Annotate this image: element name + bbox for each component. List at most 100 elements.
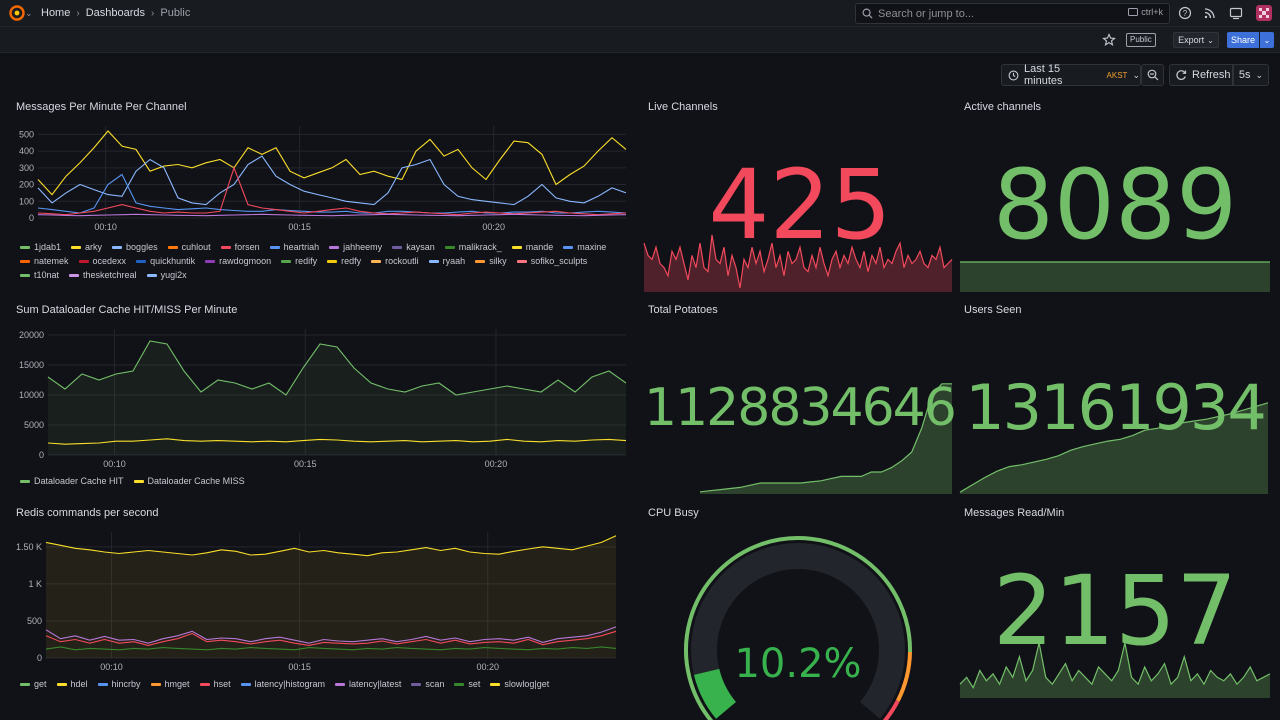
time-range-label: Last 15 minutes — [1024, 63, 1063, 87]
legend-item[interactable]: set — [454, 679, 480, 689]
legend-swatch — [56, 682, 67, 686]
legend-swatch — [269, 245, 280, 249]
grafana-logo-icon[interactable] — [9, 5, 25, 21]
breadcrumb-home[interactable]: Home — [41, 7, 71, 19]
legend-item[interactable]: mande — [511, 242, 553, 252]
legend-item[interactable]: rockoutli — [371, 256, 419, 266]
legend-swatch — [97, 682, 108, 686]
search-input[interactable]: Search or jump to... ctrl+k — [855, 3, 1170, 24]
legend-item[interactable]: ryaah — [428, 256, 466, 266]
legend-label: set — [468, 679, 481, 689]
legend-item[interactable]: Dataloader Cache HIT — [20, 476, 124, 486]
legend-swatch — [20, 682, 30, 686]
legend-item[interactable]: quickhuntik — [136, 256, 195, 266]
legend-item[interactable]: get — [20, 679, 47, 689]
legend-label: forsen — [234, 242, 260, 252]
legend-item[interactable]: cuhlout — [167, 242, 211, 252]
legend-item[interactable]: rawdogmoon — [205, 256, 271, 266]
legend-item[interactable]: jahheemy — [329, 242, 382, 252]
legend-swatch — [329, 245, 340, 249]
legend-swatch — [20, 245, 30, 249]
panel-messages-per-minute: Messages Per Minute Per Channel — [16, 101, 628, 291]
legend-swatch — [133, 479, 144, 483]
legend-item[interactable]: ocedexx — [78, 256, 126, 266]
panel-title[interactable]: Active channels — [964, 101, 1042, 113]
chevron-right-icon: › — [151, 7, 155, 19]
time-range-picker[interactable]: Last 15 minutes AKST ⌄ — [1001, 63, 1141, 87]
legend-label: yugi2x — [160, 270, 187, 280]
legend-label: natemek — [34, 256, 69, 266]
legend-item[interactable]: Dataloader Cache MISS — [133, 476, 245, 486]
legend-item[interactable]: yugi2x — [146, 270, 187, 280]
legend-item[interactable]: arky — [71, 242, 102, 252]
legend-item[interactable]: latency|latest — [334, 679, 401, 689]
legend-item[interactable]: natemek — [20, 256, 69, 266]
legend-swatch — [220, 245, 231, 249]
active-channels-value: 8089 — [992, 149, 1238, 261]
legend-item[interactable]: hset — [199, 679, 231, 689]
legend-item[interactable]: t10nat — [20, 270, 59, 280]
legend-label: hdel — [70, 679, 88, 689]
legend-item[interactable]: 1jdab1 — [20, 242, 61, 252]
panel-title[interactable]: Live Channels — [648, 101, 718, 113]
total-potatoes-value: 1128834646 — [644, 378, 957, 438]
chevron-down-icon: ⌄ — [1263, 35, 1271, 45]
legend-label: 1jdab1 — [34, 242, 62, 252]
legend-item[interactable]: latency|histogram — [240, 679, 325, 689]
legend-label: malikrack_ — [458, 242, 502, 252]
legend-item[interactable]: sofiko_sculpts — [516, 256, 587, 266]
legend-item[interactable]: thesketchreal — [69, 270, 137, 280]
legend-item[interactable]: hmget — [150, 679, 190, 689]
legend-swatch — [371, 259, 382, 263]
legend-label: kaysan — [406, 242, 435, 252]
legend-item[interactable]: boggles — [112, 242, 158, 252]
legend-label: rockoutli — [385, 256, 419, 266]
legend-label: cuhlout — [181, 242, 211, 252]
panel-title[interactable]: Messages Read/Min — [964, 507, 1065, 519]
legend-item[interactable]: kaysan — [392, 242, 435, 252]
help-icon[interactable]: ? — [1178, 6, 1192, 20]
refresh-button[interactable]: Refresh — [1169, 64, 1233, 86]
export-label: Export — [1178, 35, 1205, 45]
legend-item[interactable]: maxine — [563, 242, 606, 252]
panel-title[interactable]: CPU Busy — [648, 507, 699, 519]
legend-item[interactable]: slowlog|get — [490, 679, 549, 689]
legend-swatch — [167, 245, 178, 249]
legend-item[interactable]: silky — [475, 256, 507, 266]
legend-item[interactable]: malikrack_ — [444, 242, 502, 252]
legend-label: ryaah — [442, 256, 466, 266]
news-feed-icon[interactable] — [1203, 6, 1217, 20]
kiosk-mode-icon[interactable] — [1229, 6, 1243, 20]
panel-title[interactable]: Total Potatoes — [648, 304, 718, 316]
chevron-down-icon[interactable]: ⌄ — [25, 8, 33, 18]
panel-messages-read: Messages Read/Min — [964, 507, 1270, 699]
legend-item[interactable]: redfy — [327, 256, 361, 266]
panel-title[interactable]: Messages Per Minute Per Channel — [16, 101, 187, 113]
legend-item[interactable]: hincrby — [97, 679, 141, 689]
legend-label: rawdogmoon — [219, 256, 272, 266]
legend-item[interactable]: scan — [411, 679, 444, 689]
legend-item[interactable]: heartriah — [269, 242, 319, 252]
keyboard-shortcut: ctrl+k — [1128, 7, 1163, 17]
share-options-button[interactable]: ⌄ — [1260, 32, 1274, 48]
panel-title[interactable]: Redis commands per second — [16, 507, 159, 519]
legend-swatch — [205, 259, 216, 263]
messages-legend: 1jdab1 arky boggles cuhlout forsen heartriah j… — [20, 242, 630, 280]
export-button[interactable]: Export ⌄ — [1173, 32, 1219, 48]
share-button[interactable]: Share — [1227, 32, 1259, 48]
legend-item[interactable]: hdel — [56, 679, 88, 689]
search-placeholder: Search or jump to... — [878, 7, 974, 20]
zoom-out-button[interactable] — [1141, 64, 1164, 86]
refresh-interval-picker[interactable]: 5s ⌄ — [1233, 64, 1269, 86]
legend-item[interactable]: redify — [281, 256, 317, 266]
legend-swatch — [563, 245, 574, 249]
panel-title[interactable]: Sum Dataloader Cache HIT/MISS Per Minute — [16, 304, 238, 316]
search-icon — [862, 8, 873, 19]
refresh-icon — [1176, 70, 1187, 80]
star-icon[interactable] — [1102, 33, 1116, 47]
avatar[interactable] — [1256, 5, 1272, 21]
legend-label: silky — [489, 256, 507, 266]
breadcrumb-dashboards[interactable]: Dashboards — [85, 7, 146, 19]
panel-title[interactable]: Users Seen — [964, 304, 1022, 316]
legend-item[interactable]: forsen — [220, 242, 260, 252]
